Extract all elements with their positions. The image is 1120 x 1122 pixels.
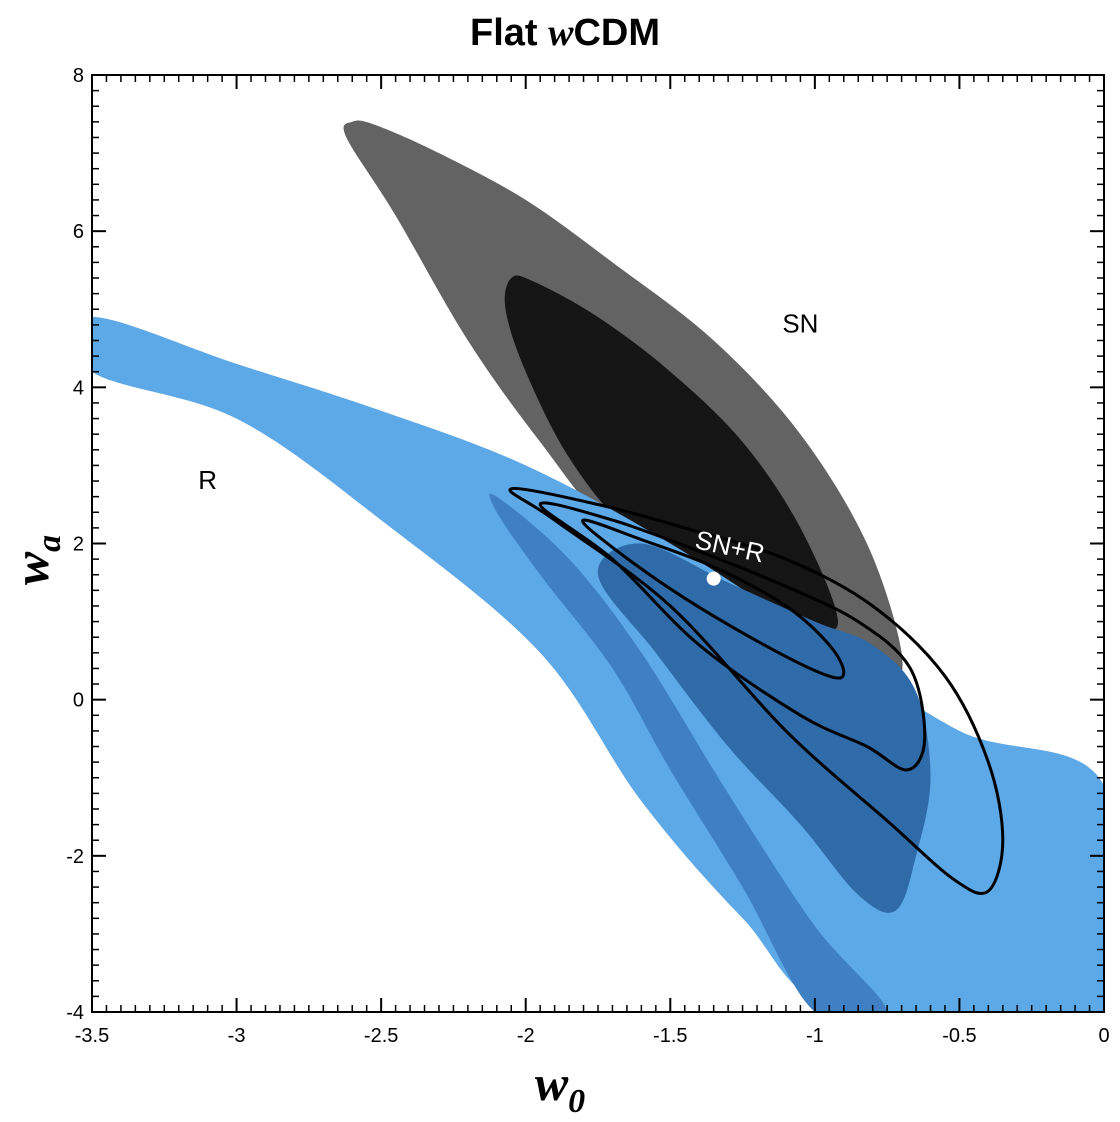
x-tick-label: -0.5 [942, 1025, 976, 1047]
r-inner-region [489, 493, 888, 1012]
y-tick-label: 2 [73, 534, 84, 556]
y-tick-label: 8 [73, 65, 84, 87]
x-tick-label: -1 [806, 1025, 824, 1047]
x-tick-label: -2 [517, 1025, 535, 1047]
y-tick-label: -4 [66, 1002, 84, 1024]
x-tick-label: -2.5 [364, 1025, 398, 1047]
x-tick-label: -3 [228, 1025, 246, 1047]
annotation-sn: SN [782, 309, 818, 339]
chart-title: Flat wCDM [470, 12, 660, 54]
r-overlap-region [597, 543, 931, 913]
x-tick-label: 0 [1098, 1025, 1109, 1047]
x-tick-label: -1.5 [653, 1025, 687, 1047]
y-tick-label: 4 [73, 377, 84, 399]
confidence-regions [92, 120, 1104, 1012]
sn-inner-region [504, 275, 838, 631]
axis-ticks: -3.5 -3 -2.5 -2 -1.5 -1 -0.5 0 -4 -2 0 2 4 6 8 [66, 65, 1109, 1047]
sn-r-contour-2sigma [538, 501, 927, 772]
y-axis-label: wa [3, 535, 68, 585]
x-axis-label: w0 [535, 1055, 585, 1120]
sn-r-contour-1sigma [581, 518, 846, 680]
y-tick-label: 6 [73, 221, 84, 243]
y-tick-label: -2 [66, 846, 84, 868]
x-tick-label: -3.5 [75, 1025, 109, 1047]
sn-r-contour-3sigma [508, 486, 1005, 896]
best-fit-point [706, 571, 721, 586]
y-tick-label: 0 [73, 690, 84, 712]
annotation-r: R [198, 465, 217, 495]
